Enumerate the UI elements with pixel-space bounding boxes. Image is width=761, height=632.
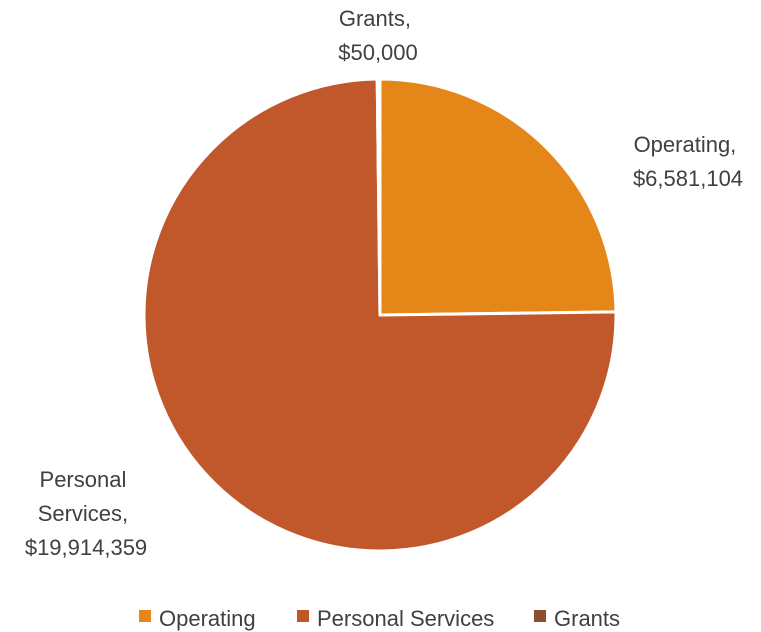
legend-swatch-grants [534, 610, 546, 622]
legend-item-personal-services: Personal Services [297, 606, 494, 631]
data-label-grants: Grants, $50,000 [338, 6, 418, 65]
legend-swatch-personal-services [297, 610, 309, 622]
legend-swatch-operating [139, 610, 151, 622]
data-labels: Operating, $6,581,104 Personal Services,… [25, 6, 743, 560]
legend-item-operating: Operating [139, 606, 256, 631]
data-label-personal-services: Personal Services, $19,914,359 [25, 467, 147, 560]
pie-slice-personal-services [142, 77, 618, 553]
legend-label-grants: Grants [554, 606, 620, 631]
legend-label-personal-services: Personal Services [317, 606, 494, 631]
pie-slices [142, 77, 618, 553]
legend: Operating Personal Services Grants [139, 606, 620, 631]
legend-item-grants: Grants [534, 606, 620, 631]
pie-slice-operating [378, 77, 618, 317]
legend-label-operating: Operating [159, 606, 256, 631]
pie-slice-grants [375, 77, 382, 317]
data-label-operating: Operating, $6,581,104 [633, 132, 743, 191]
